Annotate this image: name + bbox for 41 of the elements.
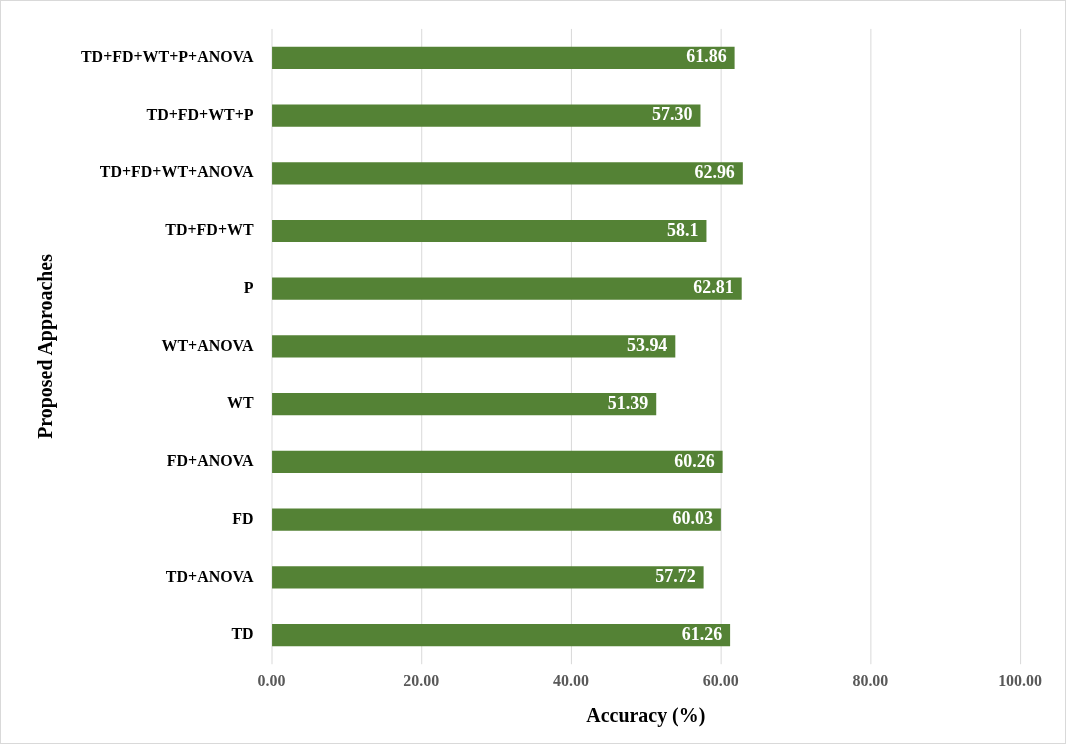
data-label: 60.26 <box>674 450 715 471</box>
y-tick-label: TD+ANOVA <box>165 567 255 585</box>
bar <box>272 508 721 531</box>
x-tick-label: 40.00 <box>553 671 589 689</box>
x-tick-label: 80.00 <box>852 671 889 689</box>
data-label: 53.94 <box>626 335 668 356</box>
x-tick-label: 0.00 <box>257 671 286 689</box>
y-tick-label: TD+FD+WT+ANOVA <box>99 163 255 181</box>
y-tick-label: WT+ANOVA <box>161 336 255 354</box>
data-label: 57.72 <box>655 566 696 587</box>
y-axis-title: Proposed Approaches <box>34 253 58 439</box>
data-label: 57.30 <box>652 104 693 125</box>
data-label: 61.86 <box>686 46 727 67</box>
x-tick-label: 20.00 <box>403 671 440 689</box>
bar <box>272 219 707 243</box>
data-label: 62.96 <box>694 161 735 182</box>
y-tick-label: P <box>243 278 254 296</box>
bar <box>272 624 731 647</box>
data-label: 58.1 <box>667 219 699 240</box>
bar <box>272 393 657 416</box>
y-tick-label: TD <box>231 625 254 643</box>
x-axis-title: Accuracy (%) <box>586 704 706 728</box>
y-tick-label: TD+FD+WT <box>165 221 254 239</box>
data-label: 51.39 <box>607 392 649 413</box>
data-label: 61.26 <box>681 623 723 644</box>
y-tick-label: TD+FD+WT+P+ANOVA <box>80 47 255 65</box>
x-tick-label: 60.00 <box>702 671 739 689</box>
bar <box>272 46 735 69</box>
bar <box>272 162 743 185</box>
bar <box>272 566 704 589</box>
bar <box>272 450 723 474</box>
data-label: 60.03 <box>672 508 713 529</box>
y-tick-label: FD+ANOVA <box>166 452 255 470</box>
data-label: 62.81 <box>693 277 734 298</box>
bar <box>272 335 676 358</box>
x-tick-label: 100.00 <box>998 671 1043 689</box>
y-tick-label: FD <box>232 509 254 527</box>
y-tick-label: WT <box>226 394 254 412</box>
bar <box>272 104 701 127</box>
bar <box>272 277 742 300</box>
y-tick-label: TD+FD+WT+P <box>146 105 254 123</box>
